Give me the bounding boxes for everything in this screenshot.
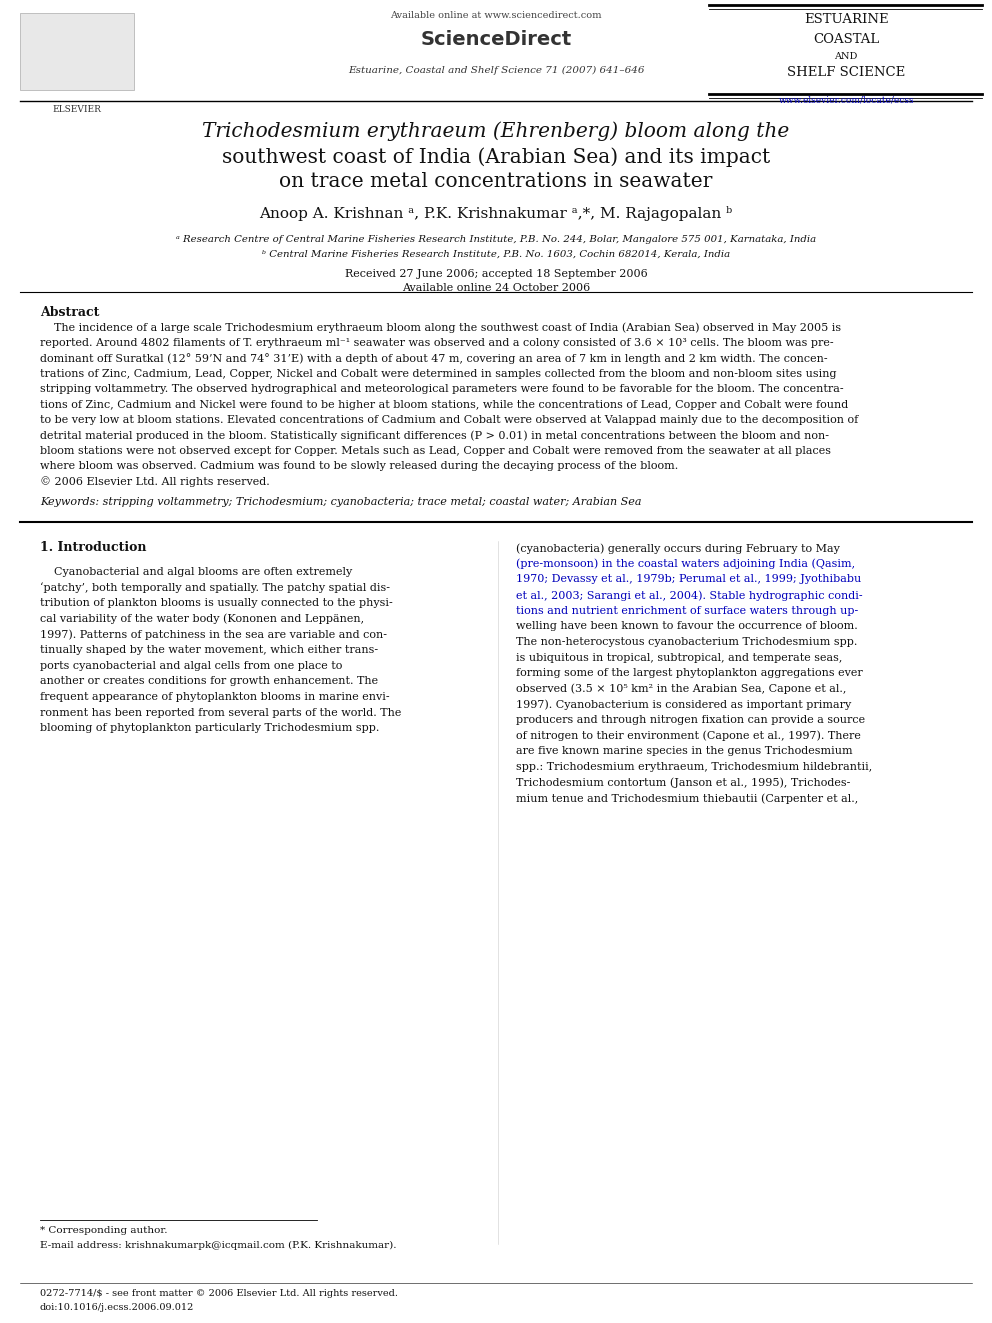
Text: frequent appearance of phytoplankton blooms in marine envi-: frequent appearance of phytoplankton blo… (40, 692, 389, 703)
Text: The incidence of a large scale Trichodesmium erythraeum bloom along the southwes: The incidence of a large scale Trichodes… (40, 323, 841, 333)
Text: ports cyanobacterial and algal cells from one place to: ports cyanobacterial and algal cells fro… (40, 660, 342, 671)
Text: Trichodesmium erythraeum (Ehrenberg) bloom along the: Trichodesmium erythraeum (Ehrenberg) blo… (202, 122, 790, 142)
Text: observed (3.5 × 10⁵ km² in the Arabian Sea, Capone et al.,: observed (3.5 × 10⁵ km² in the Arabian S… (516, 684, 846, 695)
Text: detrital material produced in the bloom. Statistically significant differences (: detrital material produced in the bloom.… (40, 430, 828, 441)
Text: AND: AND (834, 52, 858, 61)
Text: ronment has been reported from several parts of the world. The: ronment has been reported from several p… (40, 708, 401, 717)
Text: cal variability of the water body (Kononen and Leppänen,: cal variability of the water body (Konon… (40, 614, 364, 624)
Text: E-mail address: krishnakumarpk@icqmail.com (P.K. Krishnakumar).: E-mail address: krishnakumarpk@icqmail.c… (40, 1241, 396, 1250)
Text: tions and nutrient enrichment of surface waters through up-: tions and nutrient enrichment of surface… (516, 606, 858, 615)
Text: on trace metal concentrations in seawater: on trace metal concentrations in seawate… (280, 172, 712, 191)
Text: ‘patchy’, both temporally and spatially. The patchy spatial dis-: ‘patchy’, both temporally and spatially.… (40, 582, 390, 594)
Text: forming some of the largest phytoplankton aggregations ever: forming some of the largest phytoplankto… (516, 668, 863, 679)
Text: where bloom was observed. Cadmium was found to be slowly released during the dec: where bloom was observed. Cadmium was fo… (40, 460, 678, 471)
Text: to be very low at bloom stations. Elevated concentrations of Cadmium and Cobalt : to be very low at bloom stations. Elevat… (40, 415, 858, 425)
Text: © 2006 Elsevier Ltd. All rights reserved.: © 2006 Elsevier Ltd. All rights reserved… (40, 476, 270, 487)
Text: et al., 2003; Sarangi et al., 2004). Stable hydrographic condi-: et al., 2003; Sarangi et al., 2004). Sta… (516, 590, 862, 601)
Text: blooming of phytoplankton particularly Trichodesmium spp.: blooming of phytoplankton particularly T… (40, 724, 379, 733)
Text: reported. Around 4802 filaments of T. erythraeum ml⁻¹ seawater was observed and : reported. Around 4802 filaments of T. er… (40, 339, 833, 348)
Text: tribution of plankton blooms is usually connected to the physi-: tribution of plankton blooms is usually … (40, 598, 393, 609)
Text: dominant off Suratkal (12° 59’N and 74° 31’E) with a depth of about 47 m, coveri: dominant off Suratkal (12° 59’N and 74° … (40, 353, 827, 364)
Text: (pre-monsoon) in the coastal waters adjoining India (Qasim,: (pre-monsoon) in the coastal waters adjo… (516, 558, 855, 569)
Text: www.elsevier.com/locate/ecss: www.elsevier.com/locate/ecss (779, 95, 914, 105)
Text: Estuarine, Coastal and Shelf Science 71 (2007) 641–646: Estuarine, Coastal and Shelf Science 71 … (348, 66, 644, 75)
Text: tions of Zinc, Cadmium and Nickel were found to be higher at bloom stations, whi: tions of Zinc, Cadmium and Nickel were f… (40, 400, 848, 410)
Text: 0272-7714/$ - see front matter © 2006 Elsevier Ltd. All rights reserved.: 0272-7714/$ - see front matter © 2006 El… (40, 1289, 398, 1298)
Text: * Corresponding author.: * Corresponding author. (40, 1226, 168, 1236)
Text: Keywords: stripping voltammetry; Trichodesmium; cyanobacteria; trace metal; coas: Keywords: stripping voltammetry; Trichod… (40, 497, 641, 507)
Text: Available online at www.sciencedirect.com: Available online at www.sciencedirect.co… (390, 11, 602, 20)
Text: spp.: Trichodesmium erythraeum, Trichodesmium hildebrantii,: spp.: Trichodesmium erythraeum, Trichode… (516, 762, 872, 771)
Text: 1997). Cyanobacterium is considered as important primary: 1997). Cyanobacterium is considered as i… (516, 700, 851, 710)
FancyBboxPatch shape (20, 13, 134, 90)
Text: producers and through nitrogen fixation can provide a source: producers and through nitrogen fixation … (516, 714, 865, 725)
Text: ᵇ Central Marine Fisheries Research Institute, P.B. No. 1603, Cochin 682014, Ker: ᵇ Central Marine Fisheries Research Inst… (262, 250, 730, 259)
Text: Available online 24 October 2006: Available online 24 October 2006 (402, 283, 590, 294)
Text: tinually shaped by the water movement, which either trans-: tinually shaped by the water movement, w… (40, 646, 378, 655)
Text: Received 27 June 2006; accepted 18 September 2006: Received 27 June 2006; accepted 18 Septe… (344, 269, 648, 279)
Text: (cyanobacteria) generally occurs during February to May: (cyanobacteria) generally occurs during … (516, 544, 839, 554)
Text: 1997). Patterns of patchiness in the sea are variable and con-: 1997). Patterns of patchiness in the sea… (40, 630, 387, 640)
Text: ᵃ Research Centre of Central Marine Fisheries Research Institute, P.B. No. 244, : ᵃ Research Centre of Central Marine Fish… (176, 235, 816, 245)
Text: welling have been known to favour the occurrence of bloom.: welling have been known to favour the oc… (516, 622, 858, 631)
Text: is ubiquitous in tropical, subtropical, and temperate seas,: is ubiquitous in tropical, subtropical, … (516, 652, 842, 663)
Text: of nitrogen to their environment (Capone et al., 1997). There: of nitrogen to their environment (Capone… (516, 730, 861, 741)
Text: ScienceDirect: ScienceDirect (421, 30, 571, 49)
Text: stripping voltammetry. The observed hydrographical and meteorological parameters: stripping voltammetry. The observed hydr… (40, 384, 843, 394)
Text: Trichodesmium contortum (Janson et al., 1995), Trichodes-: Trichodesmium contortum (Janson et al., … (516, 778, 850, 789)
Text: Abstract: Abstract (40, 306, 99, 319)
Text: doi:10.1016/j.ecss.2006.09.012: doi:10.1016/j.ecss.2006.09.012 (40, 1303, 194, 1312)
Text: ESTUARINE: ESTUARINE (804, 13, 889, 26)
Text: are five known marine species in the genus Trichodesmium: are five known marine species in the gen… (516, 746, 852, 757)
Text: bloom stations were not observed except for Copper. Metals such as Lead, Copper : bloom stations were not observed except … (40, 446, 830, 455)
Text: Cyanobacterial and algal blooms are often extremely: Cyanobacterial and algal blooms are ofte… (40, 568, 352, 577)
Text: trations of Zinc, Cadmium, Lead, Copper, Nickel and Cobalt were determined in sa: trations of Zinc, Cadmium, Lead, Copper,… (40, 369, 836, 378)
Text: 1. Introduction: 1. Introduction (40, 541, 146, 553)
Text: ELSEVIER: ELSEVIER (53, 105, 102, 114)
Text: Anoop A. Krishnan ᵃ, P.K. Krishnakumar ᵃ,*, M. Rajagopalan ᵇ: Anoop A. Krishnan ᵃ, P.K. Krishnakumar ᵃ… (259, 206, 733, 221)
Text: another or creates conditions for growth enhancement. The: another or creates conditions for growth… (40, 676, 378, 687)
Text: The non-heterocystous cyanobacterium Trichodesmium spp.: The non-heterocystous cyanobacterium Tri… (516, 636, 857, 647)
Text: 1970; Devassy et al., 1979b; Perumal et al., 1999; Jyothibabu: 1970; Devassy et al., 1979b; Perumal et … (516, 574, 861, 585)
Text: COASTAL: COASTAL (813, 33, 879, 46)
Text: mium tenue and Trichodesmium thiebautii (Carpenter et al.,: mium tenue and Trichodesmium thiebautii … (516, 792, 858, 803)
Text: southwest coast of India (Arabian Sea) and its impact: southwest coast of India (Arabian Sea) a… (222, 147, 770, 167)
Text: SHELF SCIENCE: SHELF SCIENCE (787, 66, 906, 79)
